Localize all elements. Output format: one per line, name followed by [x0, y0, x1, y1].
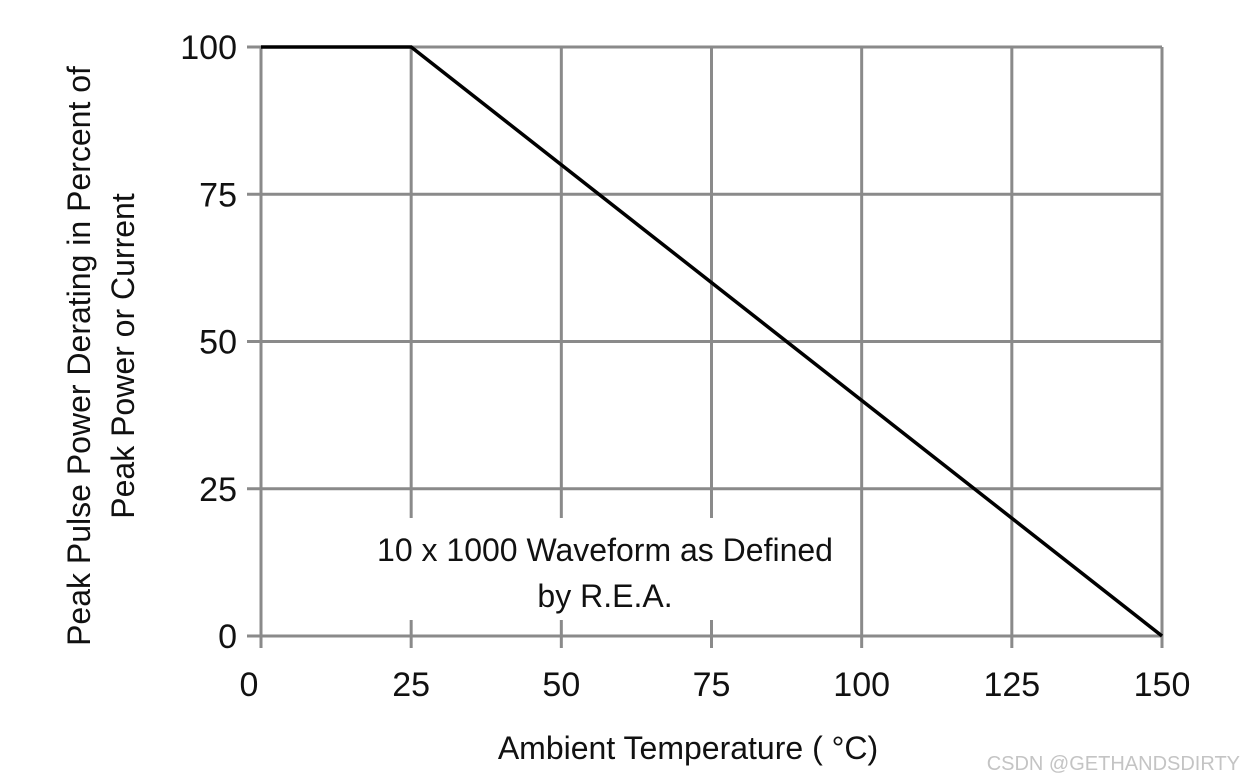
x-tick-label-0: 0	[240, 666, 259, 704]
x-tick-label-1: 25	[392, 666, 430, 704]
series-layer	[261, 45, 1164, 638]
y-axis-title: Peak Pulse Power Derating in Percent of …	[61, 66, 141, 646]
x-tick-label-5: 125	[983, 666, 1040, 704]
x-tick-label-4: 100	[833, 666, 890, 704]
series-line-0	[261, 45, 1164, 638]
watermark: CSDN @GETHANDSDIRTY	[987, 753, 1240, 775]
x-axis-title: Ambient Temperature ( °C)	[498, 730, 878, 766]
y-tick-label-4: 100	[180, 29, 237, 67]
x-tick-label-2: 50	[542, 666, 580, 704]
x-tick-label-3: 75	[693, 666, 731, 704]
annotation-line-2: by R.E.A.	[537, 578, 672, 614]
y-tick-labels: 0 25 50 75 100	[180, 29, 237, 656]
y-axis-title-line-2: Peak Power or Current	[105, 193, 141, 519]
y-tick-label-1: 25	[199, 471, 237, 509]
y-tick-label-3: 75	[199, 176, 237, 214]
x-tick-labels: 0 25 50 75 100 125 150	[240, 666, 1191, 704]
annotation-line-1: 10 x 1000 Waveform as Defined	[377, 532, 833, 568]
x-tick-label-6: 150	[1134, 666, 1191, 704]
y-tick-label-0: 0	[218, 618, 237, 656]
y-tick-label-2: 50	[199, 324, 237, 362]
annotation-background	[360, 518, 850, 620]
y-axis-title-line-1: Peak Pulse Power Derating in Percent of	[61, 66, 97, 646]
annotation: 10 x 1000 Waveform as Defined by R.E.A.	[360, 518, 850, 620]
